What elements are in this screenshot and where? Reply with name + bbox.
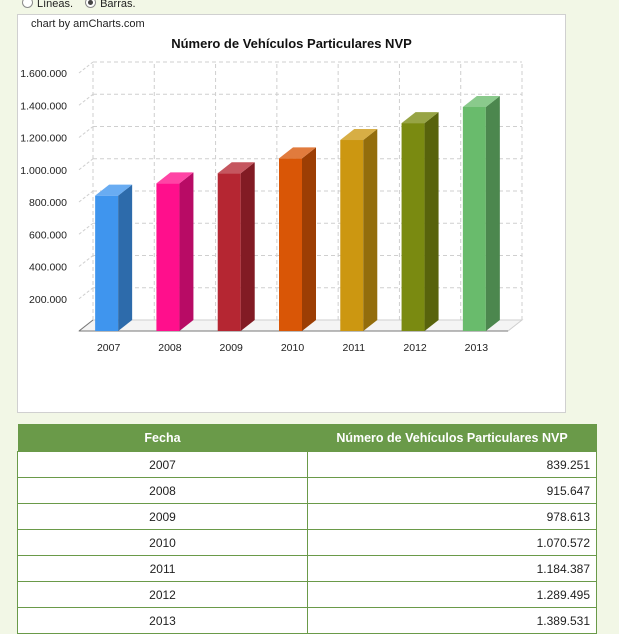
chart-container: chart by amCharts.com Número de Vehículo… <box>17 14 566 413</box>
gridline <box>78 93 94 106</box>
table-row: 2008 915.647 <box>17 477 597 504</box>
bar-side <box>179 172 194 331</box>
chart-type-selector: Líneas. Barras. <box>22 0 148 12</box>
gridline <box>78 190 94 203</box>
table-header-date: Fecha <box>17 424 308 452</box>
table-row: 2009 978.613 <box>17 503 597 530</box>
table-cell-date: 2013 <box>17 607 308 634</box>
table-cell-date: 2010 <box>17 529 308 556</box>
y-tick-label: 200.000 <box>29 294 67 306</box>
table-header-row: Fecha Número de Vehículos Particulares N… <box>17 424 597 452</box>
table-cell-value: 1.184.387 <box>307 555 597 582</box>
table-cell-value: 1.389.531 <box>307 607 597 634</box>
bar-side <box>424 112 439 331</box>
bar-side <box>363 129 378 331</box>
bar-front <box>95 195 119 331</box>
x-tick-label: 2011 <box>342 342 365 354</box>
bar-top <box>340 129 378 141</box>
table-cell-date: 2009 <box>17 503 308 530</box>
bar-side <box>302 147 316 331</box>
axis-corner <box>78 319 94 332</box>
table-row: 2007 839.251 <box>17 451 597 478</box>
table-cell-date: 2008 <box>17 477 308 504</box>
y-tick-label: 800.000 <box>29 197 67 209</box>
bars-radio[interactable] <box>85 0 97 8</box>
chart-credit-link[interactable]: chart by amCharts.com <box>31 18 145 30</box>
x-tick-label: 2009 <box>220 342 244 354</box>
bar-front <box>217 173 241 331</box>
bar-top <box>95 184 133 196</box>
x-tick-label: 2007 <box>97 342 121 354</box>
table-cell-date: 2011 <box>17 555 308 582</box>
y-tick-label: 1.200.000 <box>20 133 67 145</box>
table-cell-date: 2007 <box>17 451 308 478</box>
y-tick-label: 600.000 <box>29 229 67 241</box>
y-tick-label: 1.600.000 <box>20 68 67 80</box>
table-cell-value: 978.613 <box>307 503 597 530</box>
table-row: 2013 1.389.531 <box>17 607 597 634</box>
bar-chart: 200.000 400.000 600.000 800.000 1.000.000 1.2… <box>20 61 524 354</box>
table-cell-value: 915.647 <box>307 477 597 504</box>
table-header-value: Número de Vehículos Particulares NVP <box>307 424 597 452</box>
table-cell-value: 839.251 <box>307 451 597 478</box>
gridline <box>78 255 94 267</box>
y-tick-label: 400.000 <box>29 262 67 274</box>
x-tick-label: 2008 <box>158 342 182 354</box>
gridline <box>78 61 94 74</box>
bars-radio-label[interactable]: Barras. <box>100 0 136 10</box>
bar-front <box>156 183 180 331</box>
bar-top <box>156 172 194 184</box>
bar-top <box>401 112 439 124</box>
gridline <box>78 126 94 138</box>
gridline <box>78 222 94 235</box>
lines-radio[interactable] <box>22 0 33 8</box>
bar-front <box>279 158 302 331</box>
gridline <box>78 158 94 171</box>
y-tick-label: 1.000.000 <box>20 165 67 177</box>
x-tick-label: 2013 <box>465 342 489 354</box>
table-row: 2012 1.289.495 <box>17 581 597 608</box>
x-tick-label: 2012 <box>403 342 427 354</box>
bar-front <box>462 106 486 331</box>
bar-top <box>217 162 255 174</box>
bar-side <box>240 162 255 331</box>
bar-front <box>340 140 364 331</box>
bar-front <box>401 123 425 331</box>
bar-side <box>118 184 133 331</box>
table-cell-value: 1.070.572 <box>307 529 597 556</box>
table-cell-value: 1.289.495 <box>307 581 597 608</box>
bar-top <box>462 95 500 107</box>
lines-radio-label[interactable]: Líneas. <box>37 0 74 10</box>
data-table: Fecha Número de Vehículos Particulares N… <box>17 424 597 634</box>
gridline <box>78 287 94 300</box>
table-row: 2011 1.184.387 <box>17 555 597 582</box>
table-row: 2010 1.070.572 <box>17 529 597 556</box>
bar-side <box>485 95 500 331</box>
y-tick-label: 1.400.000 <box>20 100 67 112</box>
table-cell-date: 2012 <box>17 581 308 608</box>
x-tick-label: 2010 <box>281 342 305 354</box>
chart-title: Número de Vehículos Particulares NVP <box>171 36 412 51</box>
bar-top <box>279 147 316 159</box>
